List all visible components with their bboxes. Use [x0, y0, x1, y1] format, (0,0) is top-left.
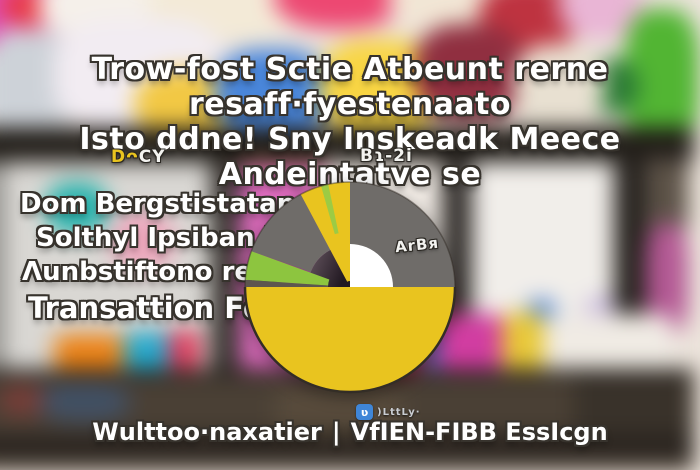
donut-hole-white — [350, 244, 393, 287]
segment-left-sliver — [245, 279, 329, 287]
footer-caption-left: Wulttoo·naxatier — [92, 418, 322, 446]
segment-bottom-half — [245, 287, 455, 392]
segment-upper-left-gray — [251, 194, 331, 272]
donut-chart-svg — [243, 181, 457, 394]
footer-caption-right: VfIEN-FIBB EssIcgn — [350, 418, 608, 446]
chart-legend-left: DᴖCY — [111, 147, 166, 167]
outer-rim — [244, 181, 456, 288]
fee-label: Ʌunbstiftono rees — [22, 257, 286, 287]
segment-left-green — [245, 251, 330, 286]
segment-top-yellow — [300, 182, 350, 282]
bottom-half-outline — [243, 286, 457, 394]
footer-caption-separator: | — [331, 418, 341, 446]
footer-caption: Wulttoo·naxatier | VfIEN-FIBB EssIcgn — [0, 418, 700, 446]
fee-label: Dom Bergstistatan — [20, 189, 296, 219]
headline-line-1: Trow-fost Sctie Atbeunt rerne resaff·fye… — [91, 52, 609, 122]
donut-chart — [240, 177, 460, 397]
chart-legend-right: Bɿ-2i — [360, 146, 413, 166]
footer-logo-text: )LttLy· — [377, 406, 421, 418]
footer-logo: ʋ )LttLy· — [356, 404, 421, 420]
footer-logo-icon: ʋ — [356, 404, 373, 420]
legend-left-rest: CY — [138, 147, 166, 167]
fee-list-item: Dom Bergstistatan — [20, 189, 314, 223]
legend-left-accent: Dᴖ — [111, 147, 139, 167]
fee-list-item: Ʌunbstiftono rees — [20, 257, 314, 291]
segment-top-green-sliver — [321, 184, 339, 235]
headline: Trow-fost Sctie Atbeunt rerne resaff·fye… — [0, 52, 700, 192]
